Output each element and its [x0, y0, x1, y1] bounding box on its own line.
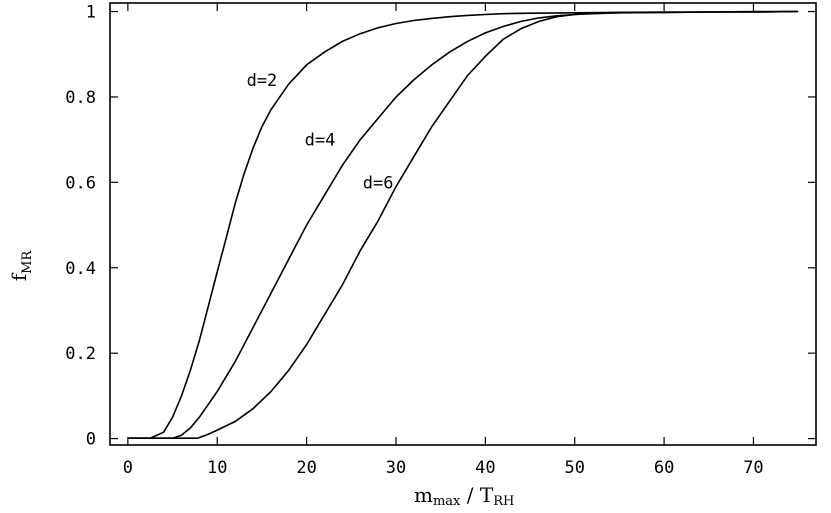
x-tick-label: 20	[296, 458, 316, 478]
x-tick-label: 40	[475, 458, 495, 478]
series-line-d=4	[127, 10, 799, 439]
y-tick-label: 0.4	[65, 259, 96, 279]
x-tick-label: 30	[386, 458, 406, 478]
curve-label: d=2	[247, 71, 278, 91]
axis-ticks	[110, 3, 816, 445]
curve-label: d=6	[363, 173, 394, 193]
x-tick-label: 50	[564, 458, 584, 478]
x-tick-label: 60	[654, 458, 674, 478]
y-tick-label: 0.8	[65, 88, 96, 108]
x-tick-label: 10	[207, 458, 227, 478]
tick-labels: 0 10 20 30 40 50 60 70 0 0.2 0.4 0.6 0.8 1	[65, 3, 763, 478]
y-tick-label: 1	[86, 3, 96, 23]
x-axis-label: mmax / TRH	[414, 483, 514, 509]
y-axis-label: fMR	[7, 250, 35, 282]
curve-labels: d=2 d=4 d=6	[247, 71, 394, 193]
curve-label: d=4	[305, 131, 336, 151]
series-line-d=2	[127, 10, 799, 439]
y-tick-label: 0	[86, 430, 96, 450]
x-tick-label: 0	[123, 458, 133, 478]
x-tick-label: 70	[743, 458, 763, 478]
series-line-d=6	[127, 10, 799, 439]
y-tick-label: 0.6	[65, 173, 96, 193]
curves	[127, 10, 799, 439]
y-tick-label: 0.2	[65, 344, 96, 364]
plot-frame	[109, 2, 817, 446]
